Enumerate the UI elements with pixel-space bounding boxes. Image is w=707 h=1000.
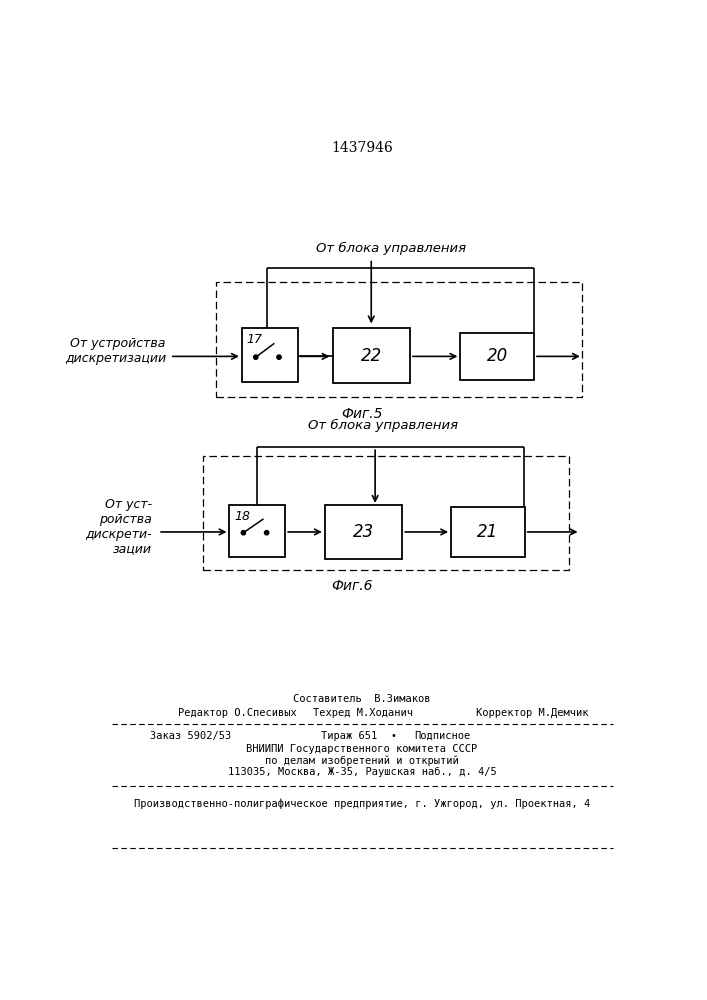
Text: 18: 18 (234, 510, 250, 523)
Text: 1437946: 1437946 (331, 141, 393, 155)
Bar (460, 333, 534, 380)
Circle shape (277, 355, 281, 359)
Text: Заказ 5902/53: Заказ 5902/53 (151, 731, 232, 741)
Text: Фиг.6: Фиг.6 (331, 579, 373, 593)
Text: Тираж 651: Тираж 651 (321, 731, 377, 741)
Text: •: • (391, 731, 397, 741)
Text: Фиг.5: Фиг.5 (341, 407, 382, 421)
Text: Подписное: Подписное (414, 731, 470, 741)
Bar (242, 328, 298, 382)
Circle shape (264, 531, 269, 535)
Bar (325, 505, 402, 559)
Text: От блока управления: От блока управления (308, 419, 458, 432)
Text: Редактор О.Спесивых: Редактор О.Спесивых (177, 708, 296, 718)
Text: 23: 23 (353, 523, 374, 541)
Circle shape (254, 355, 258, 359)
Text: 113035, Москва, Ж-35, Раушская наб., д. 4/5: 113035, Москва, Ж-35, Раушская наб., д. … (228, 767, 496, 777)
Text: От устройства
дискретизации: От устройства дискретизации (65, 337, 166, 365)
Text: по делам изобретений и открытий: по делам изобретений и открытий (265, 755, 459, 766)
Bar (332, 328, 410, 383)
Bar (230, 505, 285, 557)
Text: 21: 21 (477, 523, 498, 541)
Text: 17: 17 (247, 333, 262, 346)
Text: От уст-
ройства
дискрети-
зации: От уст- ройства дискрети- зации (86, 498, 152, 556)
Bar (451, 507, 525, 557)
Text: 20: 20 (486, 347, 508, 365)
Text: Техред М.Ходанич: Техред М.Ходанич (313, 708, 413, 718)
Text: Производственно-полиграфическое предприятие, г. Ужгород, ул. Проектная, 4: Производственно-полиграфическое предприя… (134, 799, 590, 809)
Bar (216, 282, 582, 397)
Bar (203, 456, 569, 570)
Text: 22: 22 (361, 347, 382, 365)
Text: ВНИИПИ Государственного комитета СССР: ВНИИПИ Государственного комитета СССР (246, 744, 477, 754)
Text: Корректор М.Демчик: Корректор М.Демчик (476, 708, 588, 718)
Text: Составитель  В.Зимаков: Составитель В.Зимаков (293, 694, 431, 704)
Text: От блока управления: От блока управления (315, 242, 466, 255)
Circle shape (241, 531, 245, 535)
